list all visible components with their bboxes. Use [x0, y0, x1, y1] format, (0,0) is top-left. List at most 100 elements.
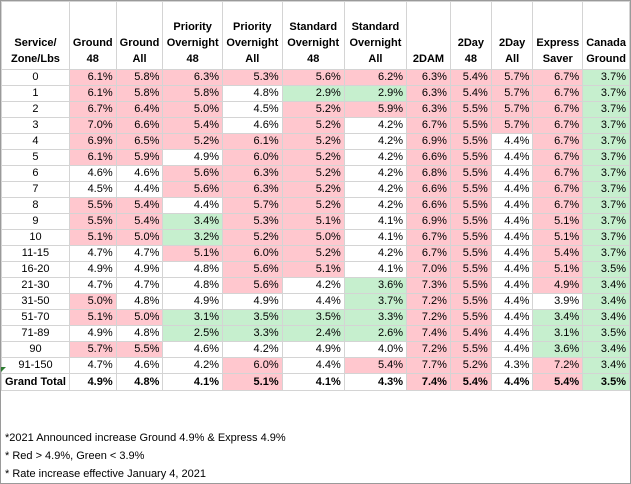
rate-cell[interactable]: 5.4% — [343, 357, 408, 374]
rate-cell[interactable]: 4.4% — [490, 293, 534, 310]
row-label[interactable]: 31-50 — [1, 293, 70, 310]
rate-cell[interactable]: 5.5% — [449, 197, 492, 214]
rate-cell[interactable]: 4.2% — [343, 245, 408, 262]
rate-cell[interactable]: 4.1% — [343, 213, 408, 230]
rate-cell[interactable]: 6.5% — [115, 133, 164, 150]
rate-cell[interactable]: 4.2% — [343, 117, 408, 134]
rate-cell[interactable]: 5.4% — [449, 85, 492, 102]
rate-cell[interactable]: 5.8% — [162, 85, 223, 102]
row-label[interactable]: 16-20 — [1, 261, 70, 278]
rate-cell[interactable]: 5.6% — [281, 69, 345, 86]
rate-cell[interactable]: 4.5% — [221, 101, 283, 118]
rate-cell[interactable]: 6.7% — [532, 101, 584, 118]
rate-cell[interactable]: 4.4% — [490, 229, 534, 246]
rate-cell[interactable]: 3.5% — [582, 325, 630, 342]
rate-cell[interactable]: 4.2% — [343, 133, 408, 150]
rate-cell[interactable]: 5.1% — [532, 261, 584, 278]
rate-cell[interactable]: 2.9% — [343, 85, 408, 102]
rate-cell[interactable]: 4.0% — [343, 341, 408, 358]
rate-cell[interactable]: 6.7% — [406, 229, 451, 246]
rate-cell[interactable]: 4.4% — [490, 373, 534, 391]
rate-cell[interactable]: 6.3% — [162, 69, 223, 86]
rate-cell[interactable]: 6.4% — [115, 101, 164, 118]
rate-cell[interactable]: 4.9% — [68, 373, 117, 391]
rate-cell[interactable]: 6.9% — [68, 133, 117, 150]
row-label[interactable]: 2 — [1, 101, 70, 118]
rate-cell[interactable]: 5.0% — [115, 309, 164, 326]
row-label[interactable]: 51-70 — [1, 309, 70, 326]
rate-cell[interactable]: 3.4% — [582, 277, 630, 294]
rate-cell[interactable]: 6.3% — [221, 165, 283, 182]
rate-cell[interactable]: 4.9% — [68, 325, 117, 342]
rate-cell[interactable]: 4.4% — [490, 213, 534, 230]
rate-cell[interactable]: 5.7% — [490, 101, 534, 118]
row-label[interactable]: 3 — [1, 117, 70, 134]
rate-cell[interactable]: 2.4% — [281, 325, 345, 342]
rate-cell[interactable]: 5.5% — [449, 245, 492, 262]
rate-cell[interactable]: 5.5% — [449, 229, 492, 246]
rate-cell[interactable]: 5.4% — [532, 245, 584, 262]
rate-cell[interactable]: 6.3% — [406, 101, 451, 118]
rate-cell[interactable]: 4.5% — [68, 181, 117, 198]
rate-cell[interactable]: 4.8% — [115, 293, 164, 310]
rate-cell[interactable]: 4.9% — [115, 261, 164, 278]
rate-cell[interactable]: 5.8% — [115, 85, 164, 102]
rate-cell[interactable]: 3.5% — [281, 309, 345, 326]
rate-cell[interactable]: 6.7% — [532, 181, 584, 198]
rate-cell[interactable]: 3.7% — [582, 149, 630, 166]
rate-cell[interactable]: 6.1% — [68, 85, 117, 102]
rate-cell[interactable]: 3.6% — [343, 277, 408, 294]
rate-cell[interactable]: 5.2% — [281, 117, 345, 134]
rate-cell[interactable]: 4.2% — [343, 181, 408, 198]
rate-cell[interactable]: 3.7% — [582, 245, 630, 262]
row-label[interactable]: 6 — [1, 165, 70, 182]
rate-cell[interactable]: 4.4% — [490, 197, 534, 214]
rate-cell[interactable]: 3.3% — [343, 309, 408, 326]
rate-cell[interactable]: 3.7% — [582, 85, 630, 102]
rate-cell[interactable]: 4.4% — [490, 309, 534, 326]
rate-cell[interactable]: 4.7% — [115, 277, 164, 294]
rate-cell[interactable]: 5.2% — [281, 181, 345, 198]
rate-cell[interactable]: 5.0% — [68, 293, 117, 310]
rate-cell[interactable]: 3.4% — [582, 357, 630, 374]
rate-cell[interactable]: 2.6% — [343, 325, 408, 342]
rate-cell[interactable]: 4.7% — [115, 245, 164, 262]
rate-cell[interactable]: 4.4% — [115, 181, 164, 198]
rate-cell[interactable]: 6.7% — [532, 85, 584, 102]
rate-cell[interactable]: 6.3% — [406, 69, 451, 86]
rate-cell[interactable]: 6.1% — [68, 149, 117, 166]
rate-cell[interactable]: 4.4% — [281, 293, 345, 310]
rate-cell[interactable]: 4.4% — [490, 133, 534, 150]
rate-cell[interactable]: 4.4% — [490, 181, 534, 198]
rate-cell[interactable]: 3.7% — [582, 181, 630, 198]
rate-cell[interactable]: 5.2% — [162, 133, 223, 150]
row-label[interactable]: 4 — [1, 133, 70, 150]
rate-cell[interactable]: 5.5% — [449, 213, 492, 230]
rate-cell[interactable]: 5.0% — [162, 101, 223, 118]
rate-cell[interactable]: 3.7% — [582, 197, 630, 214]
rate-cell[interactable]: 5.5% — [449, 261, 492, 278]
rate-cell[interactable]: 3.4% — [162, 213, 223, 230]
rate-cell[interactable]: 4.2% — [162, 357, 223, 374]
rate-cell[interactable]: 5.7% — [490, 117, 534, 134]
rate-cell[interactable]: 4.2% — [343, 149, 408, 166]
rate-cell[interactable]: 5.6% — [221, 261, 283, 278]
rate-cell[interactable]: 6.7% — [532, 165, 584, 182]
rate-cell[interactable]: 3.7% — [582, 101, 630, 118]
rate-cell[interactable]: 5.1% — [281, 261, 345, 278]
rate-cell[interactable]: 5.9% — [115, 149, 164, 166]
rate-cell[interactable]: 6.7% — [532, 197, 584, 214]
rate-cell[interactable]: 4.2% — [221, 341, 283, 358]
rate-cell[interactable]: 6.9% — [406, 133, 451, 150]
rate-cell[interactable]: 5.7% — [490, 69, 534, 86]
rate-cell[interactable]: 6.9% — [406, 213, 451, 230]
rate-cell[interactable]: 3.7% — [343, 293, 408, 310]
rate-cell[interactable]: 4.4% — [490, 165, 534, 182]
rate-cell[interactable]: 6.8% — [406, 165, 451, 182]
row-label[interactable]: 21-30 — [1, 277, 70, 294]
rate-cell[interactable]: 4.9% — [221, 293, 283, 310]
rate-cell[interactable]: 4.6% — [68, 165, 117, 182]
rate-cell[interactable]: 5.7% — [490, 85, 534, 102]
row-label[interactable]: 1 — [1, 85, 70, 102]
rate-cell[interactable]: 4.8% — [115, 373, 164, 391]
